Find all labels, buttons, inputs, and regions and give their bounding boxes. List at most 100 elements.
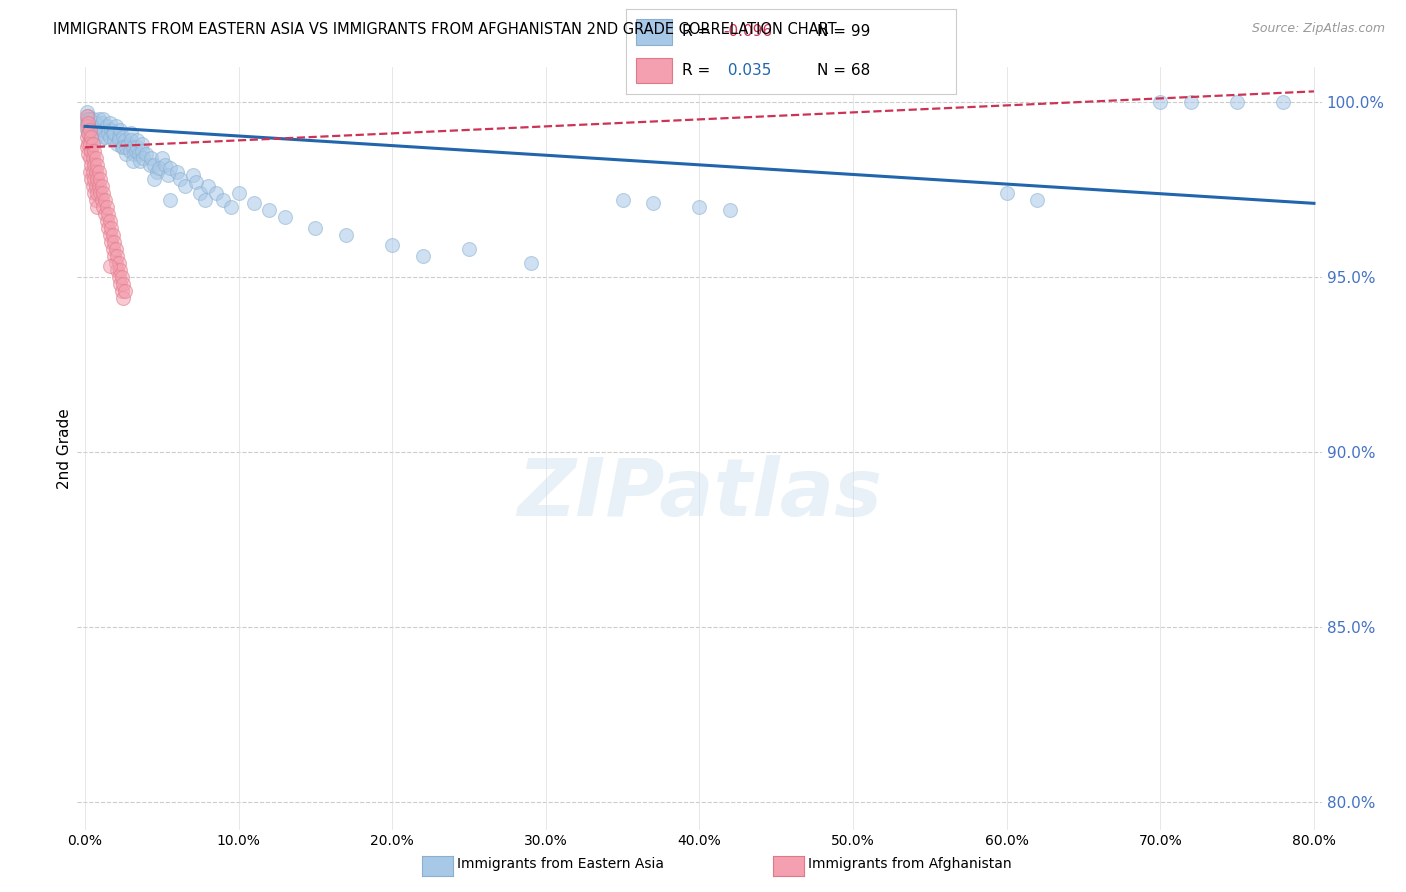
Point	[98, 129, 121, 144]
Text: R =: R =	[682, 24, 716, 39]
Text: 0.035: 0.035	[723, 63, 772, 78]
Point	[115, 147, 138, 161]
Point	[122, 147, 145, 161]
Point	[83, 172, 105, 186]
Point	[129, 154, 152, 169]
Point	[76, 129, 98, 144]
Point	[83, 144, 105, 158]
Point	[79, 165, 101, 179]
Point	[76, 112, 98, 127]
Point	[181, 169, 204, 183]
Point	[1149, 95, 1171, 109]
Bar	[636, 19, 672, 45]
Point	[98, 260, 121, 274]
Point	[80, 144, 103, 158]
Point	[84, 165, 107, 179]
Point	[104, 256, 127, 270]
Point	[94, 193, 117, 207]
Point	[412, 249, 434, 263]
Point	[243, 196, 266, 211]
Point	[121, 154, 143, 169]
Point	[304, 220, 326, 235]
Point	[77, 127, 100, 141]
Point	[79, 151, 101, 165]
Point	[166, 165, 188, 179]
Point	[103, 235, 125, 249]
Point	[84, 129, 107, 144]
Point	[132, 151, 155, 165]
Point	[76, 123, 98, 137]
Point	[98, 116, 121, 130]
Point	[115, 140, 138, 154]
Point	[90, 116, 112, 130]
Point	[108, 133, 131, 147]
Point	[112, 291, 135, 305]
Point	[105, 249, 128, 263]
Point	[98, 214, 121, 228]
Point	[77, 127, 100, 141]
Point	[77, 116, 100, 130]
Point	[381, 238, 404, 252]
Point	[87, 127, 110, 141]
Point	[112, 277, 135, 291]
Point	[77, 112, 100, 127]
Point	[204, 186, 226, 200]
Point	[104, 120, 127, 134]
Point	[114, 284, 136, 298]
Point	[84, 193, 107, 207]
Point	[94, 207, 117, 221]
Point	[83, 186, 105, 200]
Point	[101, 227, 124, 242]
Point	[111, 269, 134, 284]
Point	[94, 129, 117, 144]
Point	[80, 116, 103, 130]
Point	[97, 207, 120, 221]
Point	[131, 144, 153, 158]
Point	[188, 186, 211, 200]
Point	[105, 136, 128, 151]
Point	[105, 262, 128, 277]
Point	[689, 200, 711, 214]
Point	[82, 151, 104, 165]
Point	[159, 193, 181, 207]
Point	[1226, 95, 1249, 109]
Point	[103, 133, 125, 147]
Point	[138, 158, 160, 172]
Point	[80, 127, 103, 141]
Point	[120, 127, 142, 141]
Point	[93, 186, 115, 200]
Point	[335, 227, 357, 242]
Point	[110, 123, 132, 137]
Point	[153, 158, 176, 172]
Point	[135, 147, 157, 161]
Point	[228, 186, 250, 200]
Point	[995, 186, 1018, 200]
Point	[156, 169, 179, 183]
Point	[98, 227, 121, 242]
Point	[76, 140, 98, 154]
Point	[169, 172, 191, 186]
Text: ZIPatlas: ZIPatlas	[517, 455, 882, 533]
Point	[110, 262, 132, 277]
Point	[76, 105, 98, 120]
Point	[1180, 95, 1202, 109]
Point	[159, 161, 181, 176]
Point	[79, 120, 101, 134]
Text: -0.096: -0.096	[723, 24, 772, 39]
Point	[77, 109, 100, 123]
Point	[80, 129, 103, 144]
Point	[146, 165, 169, 179]
Point	[121, 140, 143, 154]
Point	[80, 172, 103, 186]
Point	[97, 220, 120, 235]
Point	[87, 112, 110, 127]
Point	[104, 242, 127, 256]
Point	[97, 127, 120, 141]
Point	[718, 203, 741, 218]
Text: IMMIGRANTS FROM EASTERN ASIA VS IMMIGRANTS FROM AFGHANISTAN 2ND GRADE CORRELATIO: IMMIGRANTS FROM EASTERN ASIA VS IMMIGRAN…	[53, 22, 837, 37]
Point	[128, 147, 150, 161]
Point	[143, 172, 166, 186]
Point	[76, 120, 98, 134]
Text: N = 68: N = 68	[817, 63, 870, 78]
Point	[89, 133, 111, 147]
